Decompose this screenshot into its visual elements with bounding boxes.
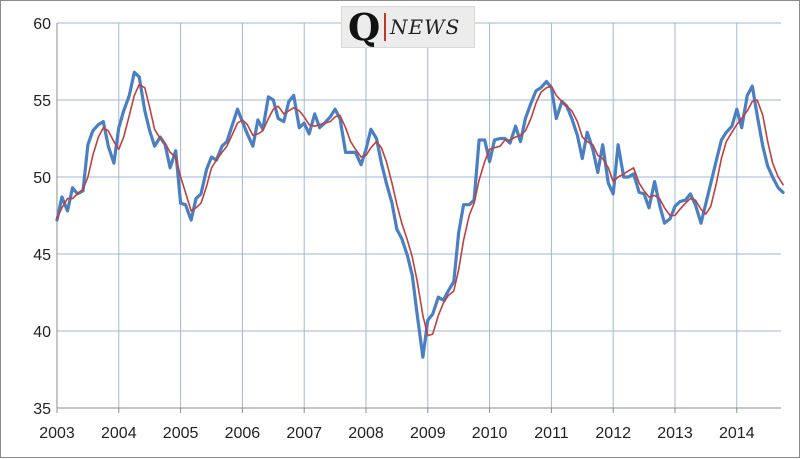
x-tick-label: 2010 <box>472 425 508 442</box>
x-tick-labels: 2003 2004 2005 2006 2007 2008 2009 2010 2011 2012… <box>39 425 754 442</box>
x-tick-label: 2012 <box>595 425 631 442</box>
x-tick-label: 2009 <box>410 425 446 442</box>
y-tick-label: 35 <box>33 401 51 418</box>
x-tick-label: 2006 <box>225 425 261 442</box>
x-tick-label: 2014 <box>719 425 755 442</box>
series-lines <box>55 70 785 359</box>
x-tick-label: 2005 <box>163 425 199 442</box>
y-tick-label: 40 <box>33 324 51 341</box>
y-tick-label: 60 <box>33 16 51 33</box>
logo-word: NEWS <box>390 15 461 39</box>
y-tick-labels: 35 40 45 50 55 60 <box>33 16 51 418</box>
x-tick-label: 2004 <box>101 425 137 442</box>
qnews-logo: Q NEWS <box>341 5 475 49</box>
y-tick-label: 50 <box>33 170 51 187</box>
x-tick-label: 2008 <box>348 425 384 442</box>
series-line-2 <box>56 83 784 337</box>
x-tick-label: 2013 <box>657 425 693 442</box>
x-tick-label: 2011 <box>534 425 569 442</box>
x-tick-label: 2003 <box>39 425 75 442</box>
y-tick-label: 55 <box>33 93 51 110</box>
axes <box>56 23 781 413</box>
logo-letter: Q <box>348 5 381 49</box>
series-line-1 <box>55 70 785 359</box>
logo-divider <box>384 13 386 41</box>
y-tick-label: 45 <box>33 247 51 264</box>
x-tick-label: 2007 <box>286 425 322 442</box>
